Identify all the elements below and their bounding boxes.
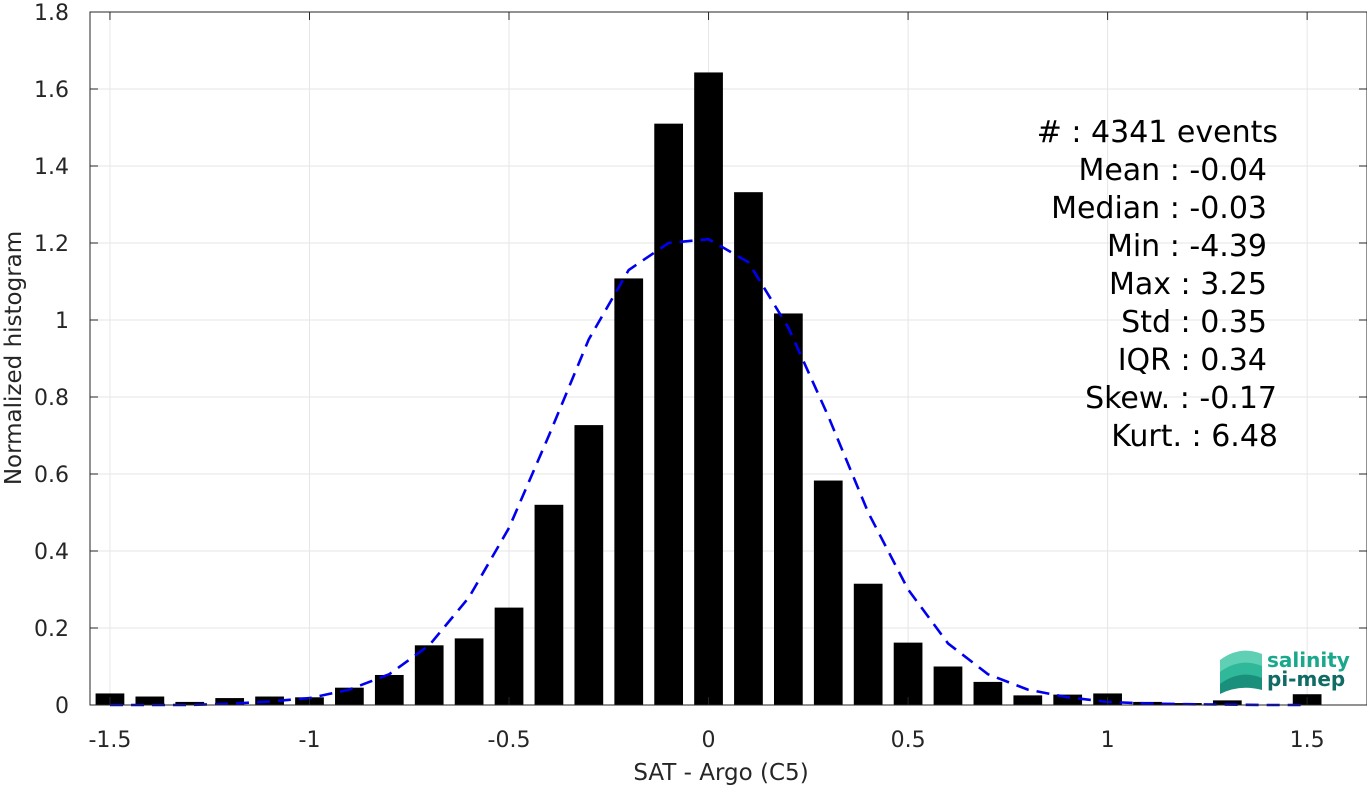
histogram-bar [933,666,963,705]
histogram-bar [853,583,883,705]
y-axis-label: Normalized histogram [1,231,27,485]
x-tick-label: 1.5 [1290,728,1325,753]
logo-text-pi-mep: pi-mep [1267,667,1345,691]
y-tick-labels: 0 0.2 0.4 0.6 0.8 1 1.2 1.4 1.6 1.8 [34,1,69,719]
histogram-bar [1013,695,1043,705]
y-tick-label: 0.2 [34,617,69,642]
x-tick-label: -0.5 [488,728,531,753]
histogram-bar [494,607,524,705]
axes-box [89,11,1367,706]
histogram-bar [1053,694,1083,705]
stat-std: Std : 0.35 [1121,305,1267,340]
histogram-bar [654,123,684,705]
y-tick-label: 0.6 [34,463,69,488]
stat-iqr: IQR : 0.34 [1118,343,1267,378]
axes [89,11,1367,706]
wave-logo-icon [1220,650,1262,694]
x-tick-label: 0 [702,728,716,753]
stat-mean: Mean : -0.04 [1078,153,1267,188]
histogram-bar [694,72,723,705]
x-tick-label: 1 [1101,728,1115,753]
y-tick-label: 0.8 [34,386,69,411]
logo-text-salinity: salinity [1267,648,1350,672]
histogram-bar [454,638,484,705]
histogram-bar [374,674,404,705]
histogram-bar [175,701,205,705]
y-tick-label: 1.6 [34,78,69,103]
histogram-bar [893,642,923,705]
histogram-bar [734,192,763,705]
x-tick-label: -1.5 [88,728,131,753]
histogram-bar [813,480,843,705]
histogram-bar [215,698,245,705]
y-tick-label: 1.2 [34,232,69,257]
stat-skew: Skew. : -0.17 [1085,381,1277,416]
y-tick-label: 1.4 [34,155,69,180]
stat-max: Max : 3.25 [1109,267,1267,302]
histogram-bar [973,681,1003,705]
histogram-bar [614,278,644,705]
x-tick-label: 0.5 [891,728,926,753]
histogram-bar [773,313,803,705]
histogram-bar [135,696,165,705]
histogram-bars [95,72,1322,705]
salinity-pi-mep-logo: salinity pi-mep [1220,648,1350,694]
x-axis-label: SAT - Argo (C5) [633,760,808,786]
histogram-bar [414,645,444,705]
y-tick-label: 0 [55,694,69,719]
stat-events: # : 4341 events [1037,115,1278,150]
stat-median: Median : -0.03 [1051,191,1267,226]
y-tick-label: 1.8 [34,1,69,26]
histogram-bar [574,425,604,705]
stats-box: # : 4341 events Mean : -0.04 Median : -0… [1037,115,1278,454]
histogram-bar [1212,700,1242,705]
y-tick-label: 1 [55,309,69,334]
histogram-bar [534,504,564,705]
stat-min: Min : -4.39 [1107,229,1267,264]
stat-kurt: Kurt. : 6.48 [1111,419,1278,454]
y-tick-label: 0.4 [34,540,69,565]
plot-area [90,12,1367,705]
x-tick-labels: -1.5 -1 -0.5 0 0.5 1 1.5 [88,728,1324,753]
x-tick-label: -1 [299,728,321,753]
